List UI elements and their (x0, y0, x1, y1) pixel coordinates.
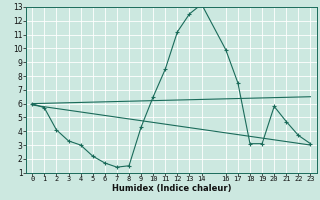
X-axis label: Humidex (Indice chaleur): Humidex (Indice chaleur) (112, 184, 231, 193)
